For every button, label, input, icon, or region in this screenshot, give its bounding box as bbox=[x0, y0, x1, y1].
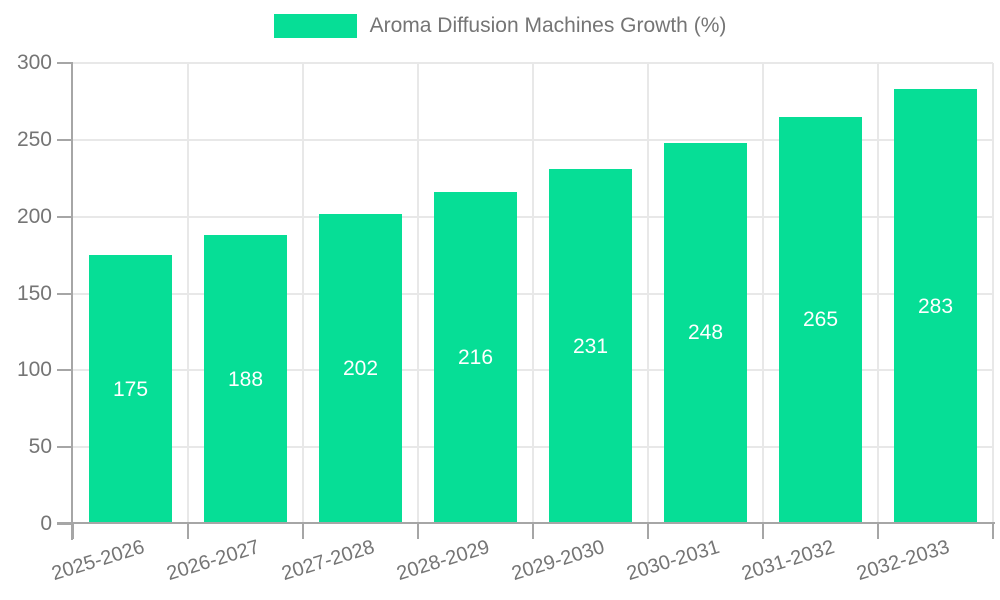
y-tick bbox=[57, 523, 73, 525]
bar[interactable] bbox=[89, 255, 172, 524]
y-tick bbox=[57, 446, 73, 449]
legend-label: Aroma Diffusion Machines Growth (%) bbox=[369, 14, 727, 37]
h-gridline bbox=[73, 369, 993, 372]
legend[interactable]: Aroma Diffusion Machines Growth (%) bbox=[0, 14, 1000, 38]
h-gridline bbox=[73, 446, 993, 449]
y-tick bbox=[57, 138, 73, 141]
y-tick-label: 50 bbox=[28, 435, 52, 459]
y-tick bbox=[57, 369, 73, 372]
y-tick-label: 200 bbox=[16, 204, 52, 228]
v-gridline bbox=[992, 63, 994, 524]
bar-value-label: 188 bbox=[227, 367, 264, 391]
y-tick-label: 250 bbox=[16, 127, 52, 151]
y-tick-label: 300 bbox=[16, 51, 52, 74]
x-tick bbox=[72, 524, 74, 539]
x-tick bbox=[532, 524, 534, 539]
bar-value-label: 283 bbox=[917, 294, 954, 318]
legend-swatch bbox=[273, 14, 357, 38]
x-category-label: 2031-2032 bbox=[739, 536, 837, 586]
bar-value-label: 231 bbox=[572, 334, 609, 358]
bar[interactable] bbox=[204, 235, 287, 524]
x-axis-line bbox=[57, 522, 995, 524]
bar[interactable] bbox=[664, 142, 747, 524]
x-tick bbox=[762, 524, 764, 539]
bar[interactable] bbox=[319, 213, 402, 524]
x-category-label: 2026-2027 bbox=[164, 536, 262, 586]
y-tick-label: 100 bbox=[16, 358, 52, 382]
h-gridline bbox=[73, 62, 993, 64]
y-tick bbox=[57, 215, 73, 218]
y-tick-label: 0 bbox=[40, 512, 52, 535]
x-category-label: 2030-2031 bbox=[624, 536, 722, 586]
bar[interactable] bbox=[434, 192, 517, 524]
h-gridline bbox=[73, 138, 993, 141]
y-tick bbox=[57, 292, 73, 295]
x-tick bbox=[187, 524, 189, 539]
x-category-label: 2025-2026 bbox=[49, 536, 147, 586]
bar[interactable] bbox=[549, 169, 632, 524]
x-tick bbox=[877, 524, 879, 539]
bar-value-label: 216 bbox=[457, 346, 494, 370]
bar-value-label: 248 bbox=[687, 321, 724, 345]
h-gridline bbox=[73, 215, 993, 218]
bar-value-label: 175 bbox=[112, 377, 149, 401]
bar-value-label: 265 bbox=[802, 308, 839, 332]
x-tick bbox=[302, 524, 304, 539]
y-tick bbox=[57, 62, 73, 64]
x-category-label: 2027-2028 bbox=[279, 536, 377, 586]
x-tick bbox=[647, 524, 649, 539]
bar-value-label: 202 bbox=[342, 356, 379, 380]
y-axis-line bbox=[71, 63, 73, 540]
x-category-label: 2028-2029 bbox=[394, 536, 492, 586]
x-category-label: 2032-2033 bbox=[854, 536, 952, 586]
y-tick-label: 150 bbox=[16, 281, 52, 305]
bar[interactable] bbox=[894, 89, 977, 524]
x-tick bbox=[992, 524, 994, 539]
h-gridline bbox=[73, 292, 993, 295]
x-tick bbox=[417, 524, 419, 539]
bar[interactable] bbox=[779, 116, 862, 524]
x-category-label: 2029-2030 bbox=[509, 536, 607, 586]
